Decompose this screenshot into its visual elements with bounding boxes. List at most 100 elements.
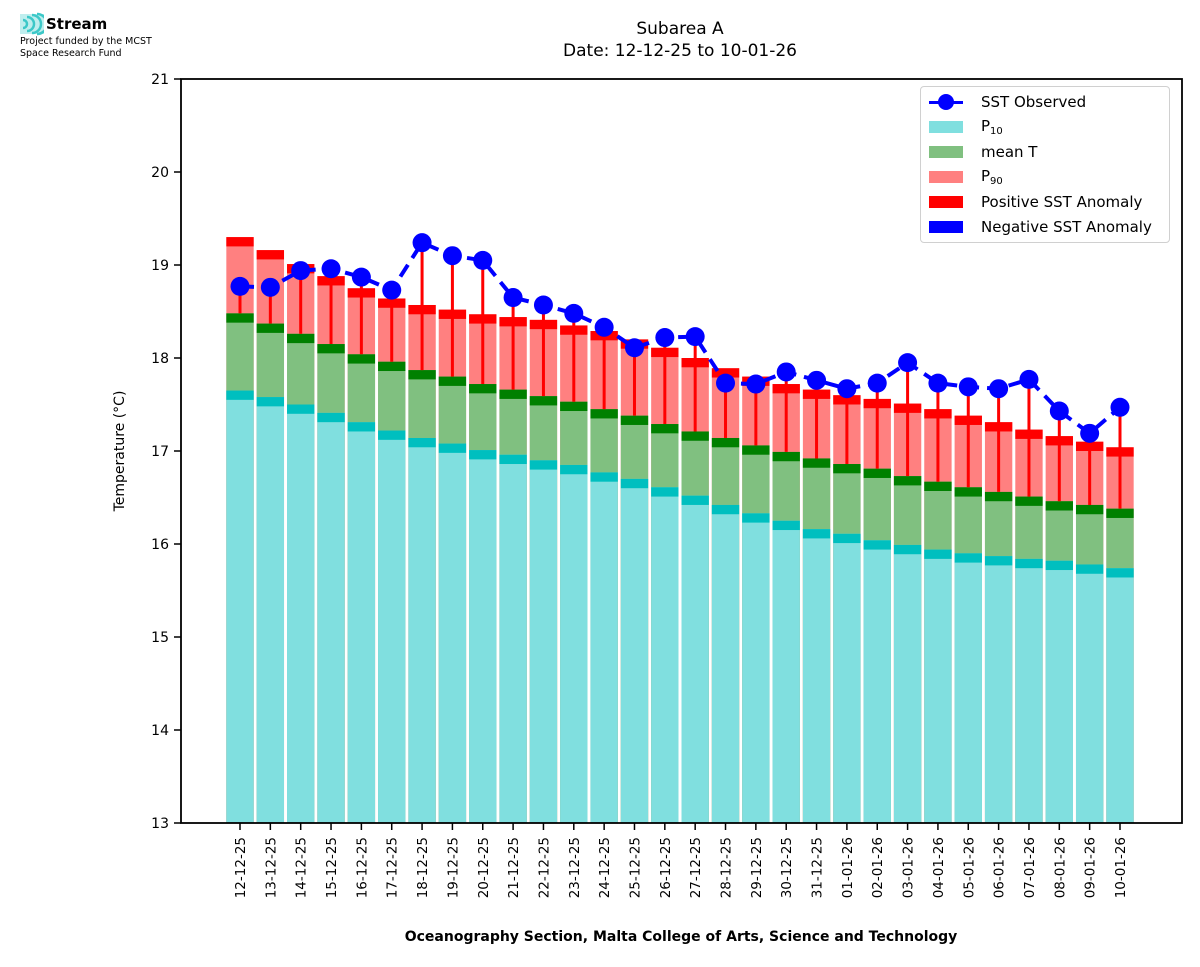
x-tick-label: 01-01-26 — [840, 837, 856, 898]
sst-marker — [807, 370, 827, 390]
bar-p10 — [833, 533, 861, 823]
sst-marker — [746, 374, 766, 394]
bar-cap-mean — [469, 384, 497, 394]
x-tick-label: 27-12-25 — [688, 837, 704, 898]
bar-cap-mean — [1015, 496, 1043, 506]
legend-label: P10 — [981, 117, 1003, 137]
bar-cap-p10 — [833, 533, 861, 544]
x-tick-label: 26-12-25 — [658, 837, 674, 898]
x-tick-label: 05-01-26 — [961, 837, 977, 898]
bar-cap-mean — [590, 409, 618, 419]
legend-item-sst-observed: SST Observed — [929, 92, 1086, 112]
sst-marker — [564, 303, 584, 323]
sst-marker — [1110, 397, 1130, 417]
bar-cap-mean — [226, 313, 254, 323]
x-tick-label: 21-12-25 — [506, 837, 522, 898]
bar-cap-mean — [651, 424, 679, 434]
sst-marker — [624, 338, 644, 358]
x-tick-label: 04-01-26 — [931, 837, 947, 898]
bar-cap-mean — [620, 415, 649, 425]
bar-cap-p90 — [256, 250, 285, 260]
sst-marker — [260, 277, 280, 297]
bar-cap-p10 — [924, 549, 952, 559]
bar-cap-mean — [499, 389, 527, 399]
x-tick-label: 17-12-25 — [385, 837, 401, 898]
sst-marker — [351, 267, 371, 287]
sst-marker — [291, 261, 311, 281]
x-tick-label: 08-01-26 — [1052, 837, 1068, 898]
y-tick-label: 19 — [151, 258, 169, 274]
legend: SST Observed P10 mean T P90 Positive SST… — [920, 86, 1170, 243]
chart-title: Subarea A — [636, 19, 724, 39]
sst-marker — [1049, 401, 1069, 421]
bar-p10 — [711, 504, 740, 823]
legend-item-p90: P90 — [929, 167, 1003, 187]
sst-marker — [685, 327, 705, 347]
bar-p10 — [1075, 564, 1104, 823]
bar-cap-p10 — [1015, 558, 1043, 569]
legend-item-mean-t: mean T — [929, 142, 1037, 162]
legend-item-negative-anomaly: Negative SST Anomaly — [929, 217, 1152, 237]
legend-item-positive-anomaly: Positive SST Anomaly — [929, 192, 1142, 212]
x-tick-label: 23-12-25 — [567, 837, 583, 898]
bar-p10 — [499, 454, 527, 823]
logo-subtitle-1: Project funded by the MCST — [20, 36, 152, 47]
logo: Stream Project funded by the MCST Space … — [20, 12, 152, 60]
bar-cap-mean — [438, 376, 467, 386]
chart-subtitle: Date: 12-12-25 to 10-01-26 — [563, 41, 797, 61]
bar-cap-mean — [711, 437, 740, 448]
bar-cap-mean — [893, 476, 922, 486]
bar-p10 — [438, 443, 467, 823]
bar-cap-p10 — [772, 520, 800, 531]
bar-cap-mean — [408, 370, 436, 380]
sst-marker — [1080, 423, 1100, 443]
sst-marker — [655, 328, 675, 348]
x-tick-label: 31-12-25 — [810, 837, 826, 898]
y-tick-label: 20 — [151, 165, 169, 181]
x-tick-label: 02-01-26 — [870, 837, 886, 898]
bar-p10 — [620, 478, 649, 823]
sst-marker — [928, 373, 948, 393]
bar-cap-mean — [1075, 504, 1104, 515]
bar-cap-mean — [317, 344, 345, 354]
legend-label: SST Observed — [981, 93, 1087, 111]
bar-p10 — [469, 450, 497, 823]
sst-marker — [776, 362, 796, 382]
sst-marker — [898, 353, 918, 373]
bar-p10 — [408, 437, 436, 823]
bar-p10 — [893, 544, 922, 823]
bar-p10 — [681, 495, 709, 823]
bar-cap-mean — [347, 354, 376, 364]
bar-cap-p90 — [711, 368, 740, 378]
x-tick-label: 12-12-25 — [233, 837, 249, 898]
y-tick-label: 18 — [151, 351, 169, 367]
bar-p10 — [287, 404, 315, 823]
legend-swatch — [929, 121, 963, 133]
bar-cap-mean — [833, 464, 861, 474]
legend-swatch — [929, 221, 963, 233]
bar-p10 — [590, 472, 618, 823]
x-tick-label: 22-12-25 — [536, 837, 552, 898]
stream-waves-icon — [20, 12, 44, 36]
bar-cap-p10 — [378, 430, 406, 440]
legend-sst-marker-icon — [929, 92, 963, 112]
bar-cap-p10 — [742, 513, 770, 523]
bar-cap-mean — [1106, 508, 1134, 518]
bar-cap-mean — [681, 431, 709, 441]
bar-cap-p10 — [1106, 568, 1134, 578]
x-tick-label: 13-12-25 — [263, 837, 279, 898]
bar-cap-mean — [742, 445, 770, 455]
bar-p10 — [651, 487, 679, 823]
x-tick-label: 19-12-25 — [445, 837, 461, 898]
y-tick-label: 13 — [151, 816, 169, 832]
bar-p10 — [742, 513, 770, 823]
bar-cap-p10 — [347, 422, 376, 432]
bar-cap-p10 — [1045, 560, 1073, 571]
bar-cap-p90 — [226, 237, 254, 247]
bar-cap-p10 — [499, 454, 527, 465]
bar-cap-p10 — [438, 443, 467, 453]
x-tick-label: 29-12-25 — [749, 837, 765, 898]
sst-marker — [382, 280, 402, 300]
bar-cap-mean — [256, 323, 285, 333]
sst-marker — [989, 379, 1009, 399]
